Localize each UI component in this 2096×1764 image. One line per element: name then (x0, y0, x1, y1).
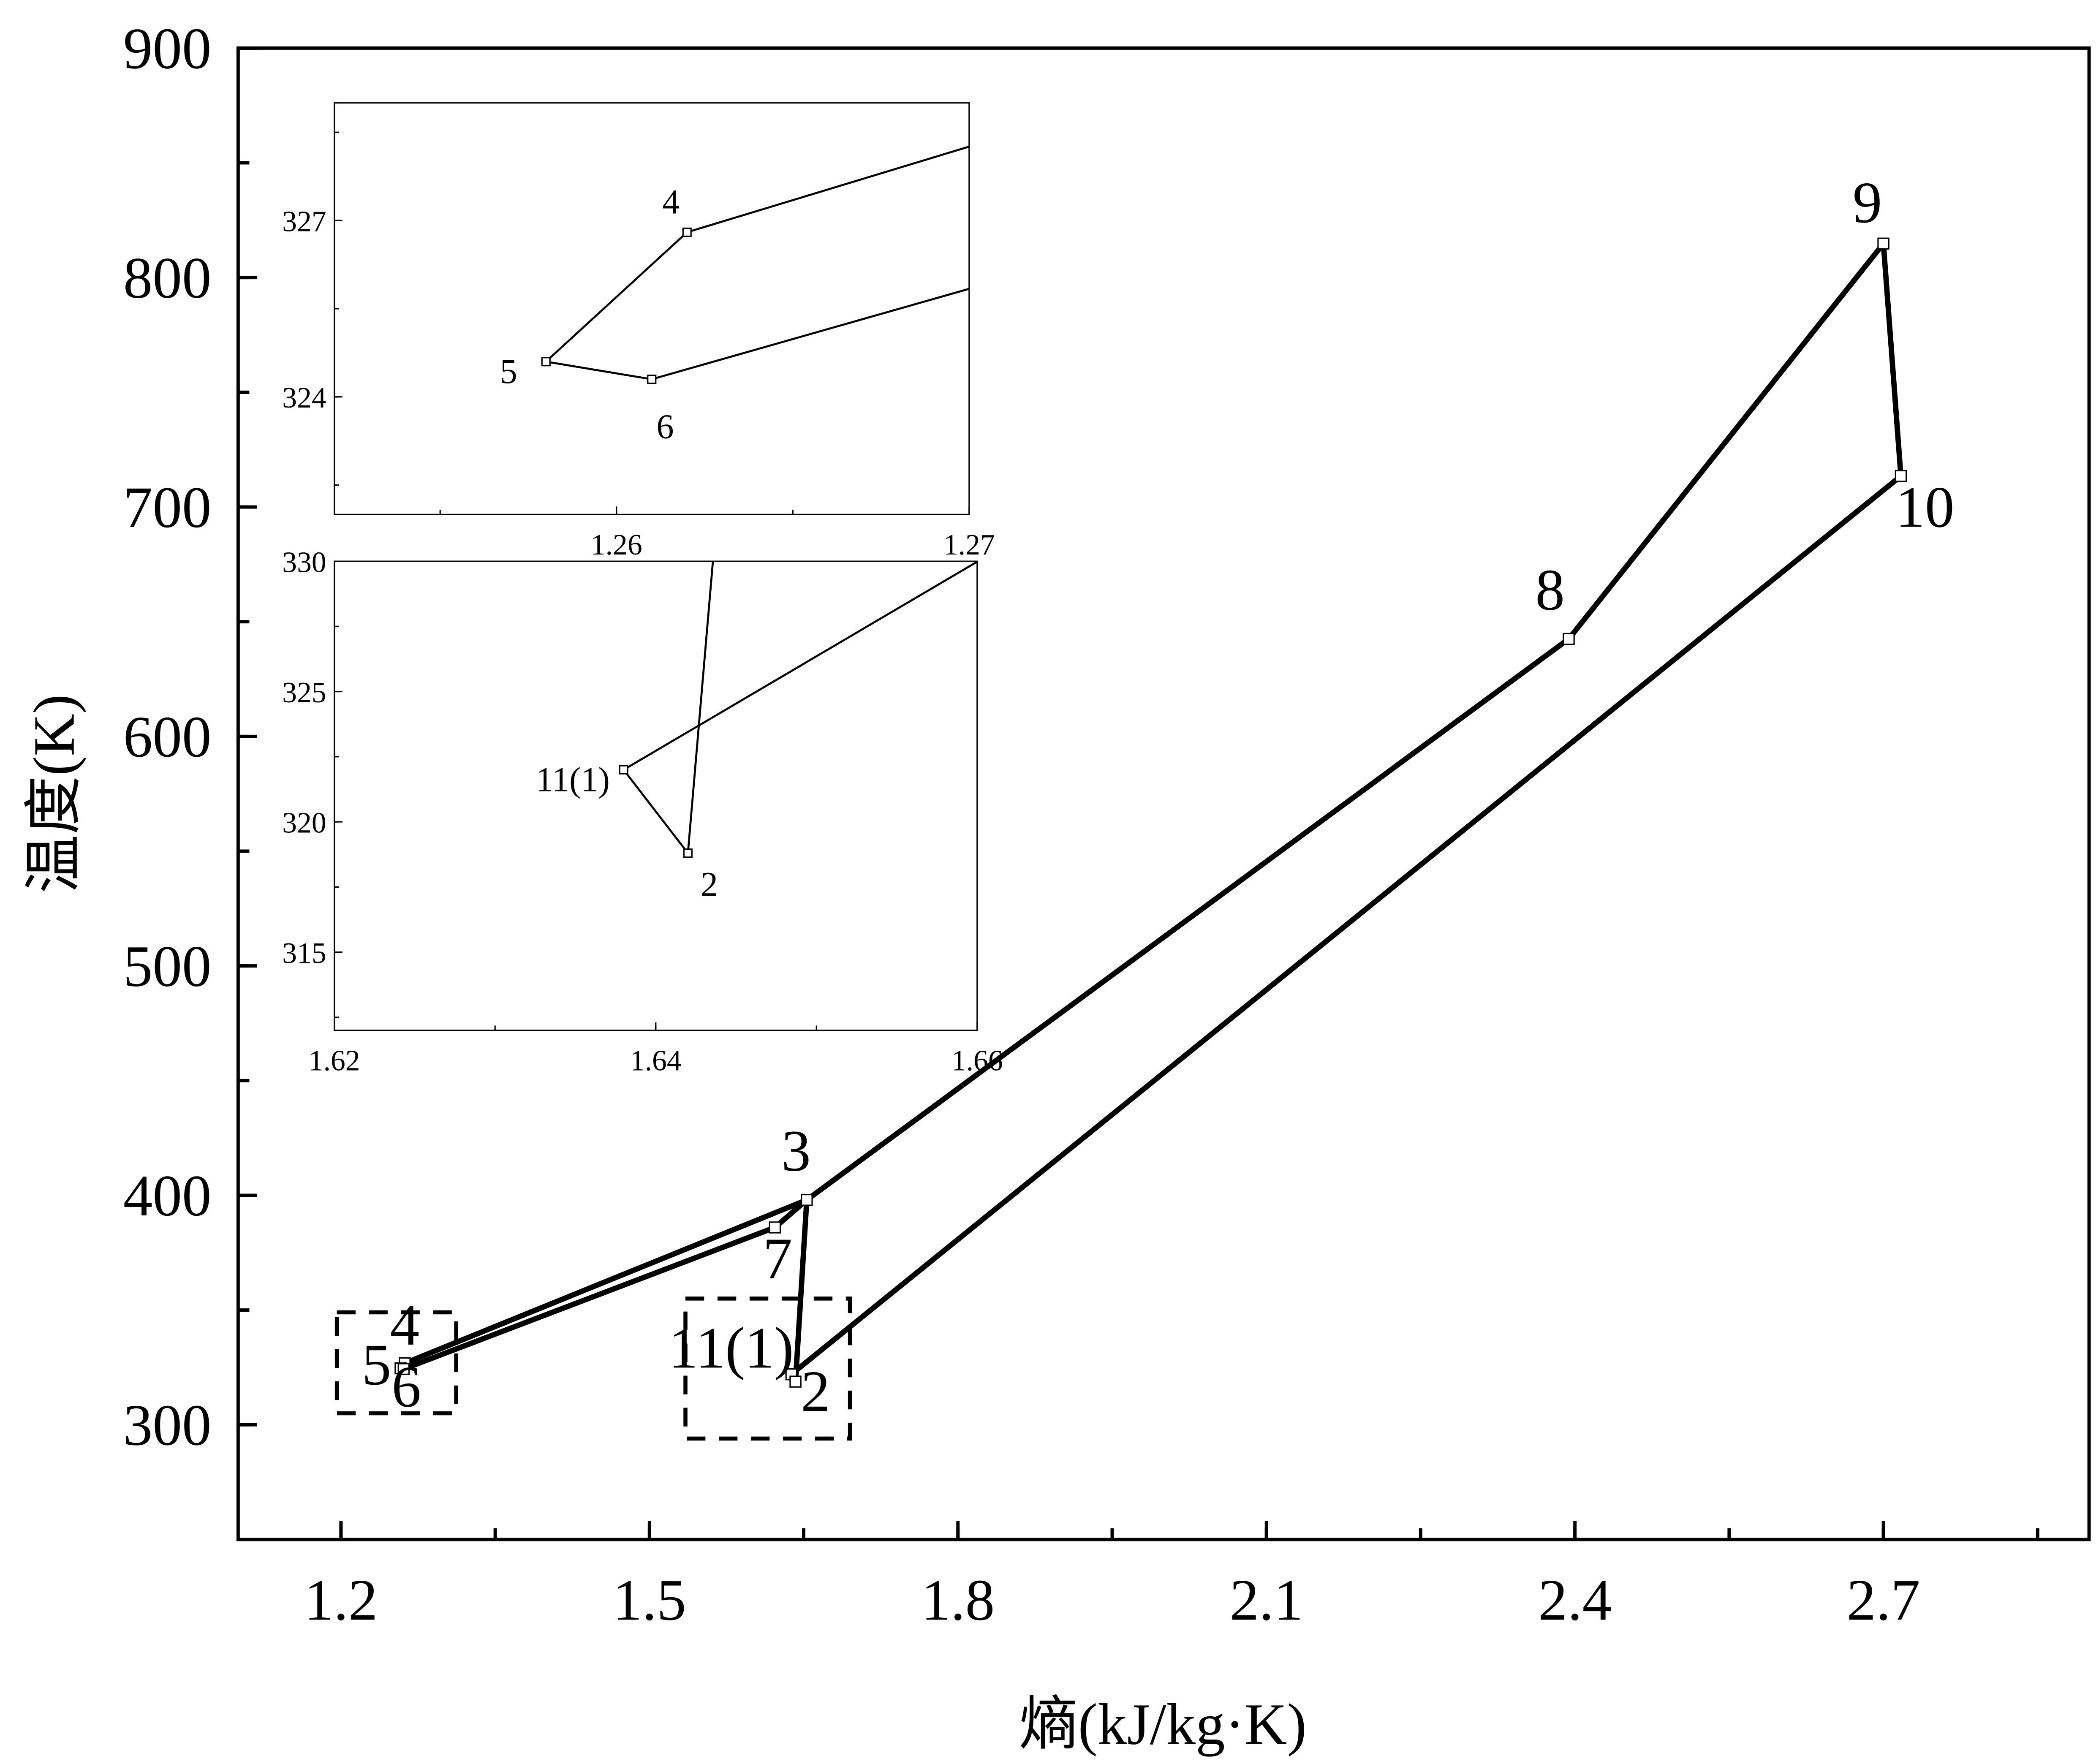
x-tick-label: 2.4 (1538, 1568, 1612, 1633)
state-point-marker (801, 1194, 813, 1206)
x-tick-label: 2.7 (1847, 1568, 1920, 1633)
state-point-marker (541, 357, 551, 367)
state-point-marker (683, 848, 693, 858)
state-point-label: 6 (391, 1354, 421, 1419)
x-tick-label: 1.5 (613, 1568, 686, 1633)
state-point-label: 8 (1535, 557, 1565, 622)
x-tick-label: 1.66 (951, 1045, 1003, 1077)
state-point-marker (769, 1221, 781, 1234)
y-tick-label: 800 (123, 246, 212, 311)
state-point-label: 2 (701, 865, 718, 903)
state-point-label: 4 (390, 1293, 420, 1358)
y-tick-label: 330 (282, 546, 326, 579)
state-point-marker (397, 1363, 410, 1375)
x-axis-label: 熵(kJ/kg·K) (1019, 1692, 1307, 1757)
x-tick-label: 1.62 (309, 1045, 360, 1077)
state-point-marker (1895, 470, 1907, 482)
state-point-marker (1877, 237, 1889, 250)
x-tick-label: 1.64 (630, 1045, 682, 1077)
y-tick-label: 900 (123, 16, 212, 81)
zoom-region-box (683, 1296, 852, 1441)
y-axis-label: 温度(K) (22, 694, 87, 894)
state-point-label: 5 (500, 352, 517, 391)
state-point-label: 10 (1895, 475, 1954, 540)
state-point-marker (789, 1375, 802, 1388)
state-point-marker (619, 765, 628, 775)
y-tick-label: 320 (282, 807, 326, 839)
state-point-label: 2 (801, 1359, 830, 1424)
state-point-label: 9 (1853, 170, 1882, 235)
x-tick-label: 1.26 (591, 529, 642, 561)
y-tick-label: 700 (123, 475, 212, 540)
y-tick-label: 300 (123, 1393, 212, 1458)
cycle-line (623, 561, 977, 854)
state-point-label: 4 (662, 183, 680, 221)
state-point-label: 11(1) (536, 760, 610, 799)
x-tick-label: 1.2 (304, 1568, 378, 1633)
inset-background (334, 103, 969, 515)
state-point-label: 5 (362, 1332, 391, 1397)
state-point-label: 3 (781, 1119, 811, 1184)
axes-frame (334, 102, 970, 515)
state-point-label: 6 (656, 407, 674, 446)
axes-frame (236, 46, 2091, 1541)
x-tick-label: 2.1 (1230, 1568, 1303, 1633)
cycle-line (398, 241, 1904, 1384)
x-tick-label: 1.8 (921, 1568, 995, 1633)
inset-background (334, 561, 977, 1030)
y-tick-label: 325 (282, 677, 326, 709)
state-point-marker (1563, 633, 1575, 645)
state-point-label: 7 (763, 1226, 792, 1291)
main-plot: 1.2 1.5 1.8 2.1 2.4 2.7 300 400 500 600 700 800 900 1… (123, 16, 2091, 1633)
axes-frame (334, 560, 978, 1031)
x-tick-label: 1.27 (943, 529, 995, 561)
zoom-region-box (334, 1310, 458, 1416)
y-tick-label: 500 (123, 934, 212, 999)
state-point-label: 11(1) (669, 1316, 794, 1381)
state-point-marker (682, 227, 692, 237)
y-tick-label: 315 (282, 937, 326, 970)
y-tick-label: 324 (282, 382, 326, 414)
inset-top: 1.26 1.27 324 327 4 5 6 (282, 102, 995, 561)
y-tick-label: 600 (123, 704, 212, 769)
y-tick-label: 327 (282, 205, 326, 238)
state-point-marker (647, 374, 657, 384)
inset-bottom: 1.62 1.64 1.66 315 320 325 330 11(1) 2 (282, 546, 1003, 1077)
y-tick-label: 400 (123, 1163, 212, 1229)
